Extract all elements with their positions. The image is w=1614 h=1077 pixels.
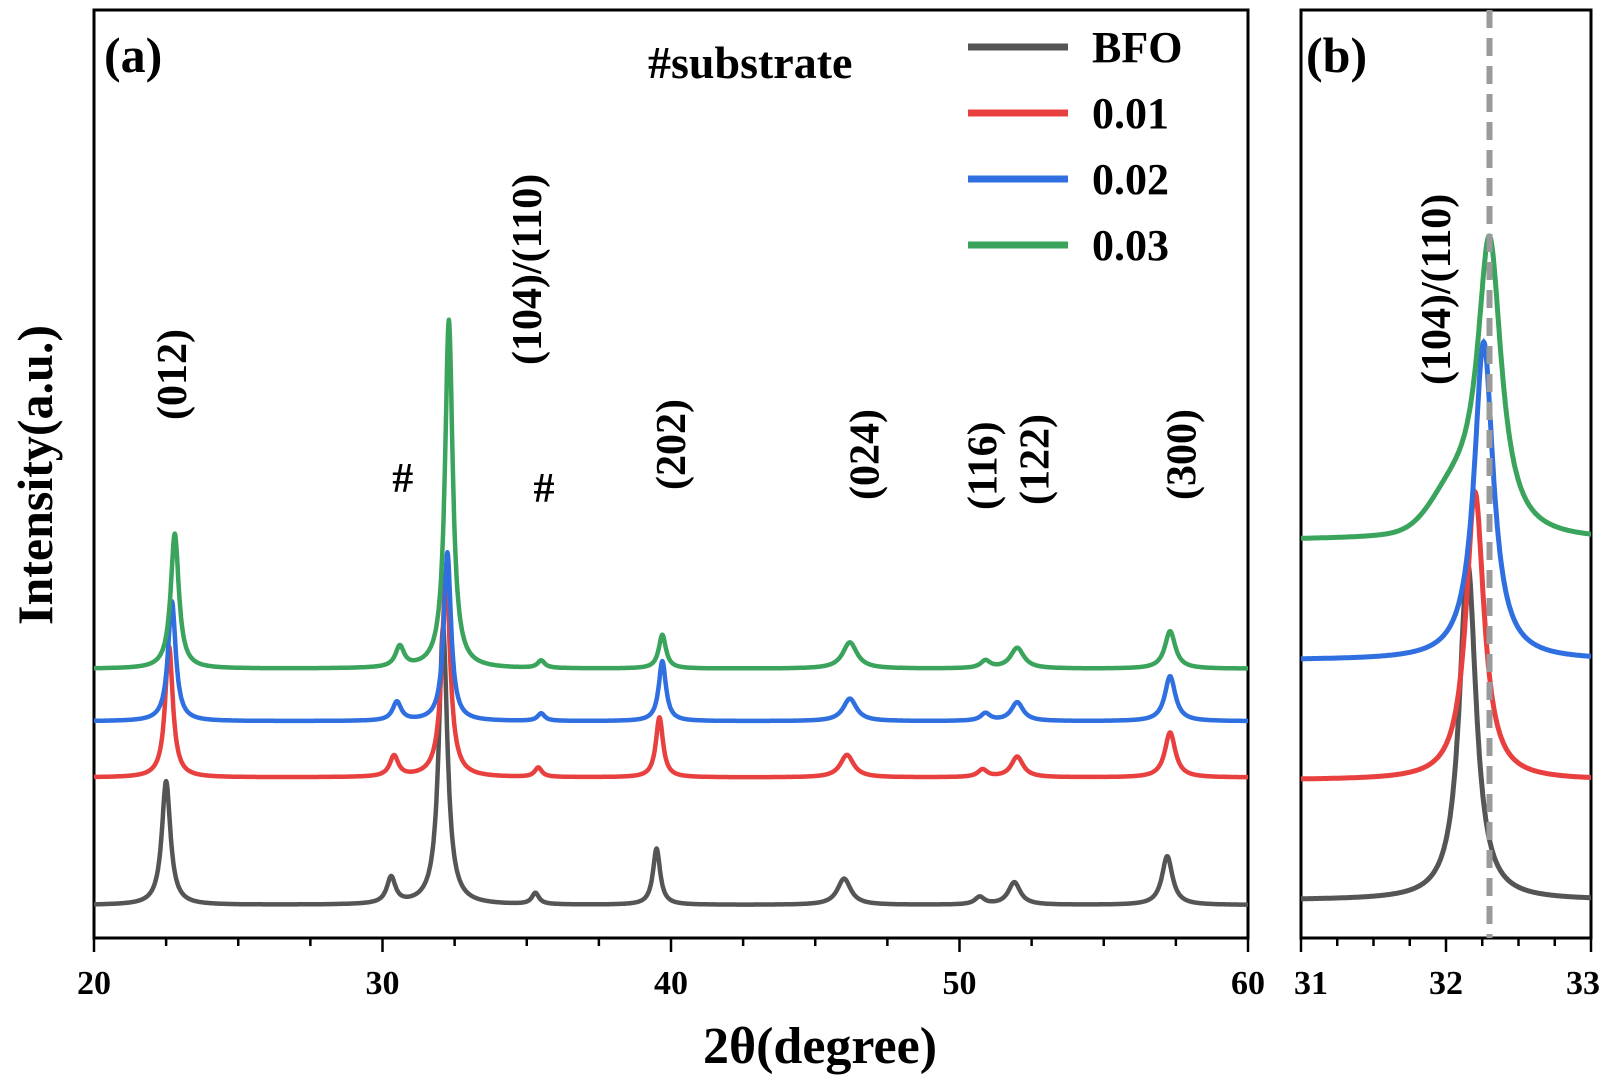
zoom-series-line-0-01 [1301, 488, 1591, 782]
peak-annotation: (116) [961, 421, 1007, 510]
panel-b-curves [1301, 10, 1591, 938]
panel-b-label: (b) [1306, 27, 1367, 83]
legend-label: 0.02 [1092, 155, 1169, 204]
substrate-note: #substrate [648, 37, 852, 88]
x-tick-label: 50 [943, 965, 977, 1002]
panel-b-annotations: (104)/(110) [1414, 194, 1460, 385]
zoom-x-tick-label: 33 [1566, 965, 1600, 1002]
legend-label: BFO [1092, 23, 1182, 72]
panel-a-ticks: 20 30 40 50 60 [77, 938, 1265, 1002]
zoom-series-line-BFO [1301, 558, 1591, 902]
series-line-0-03 [92, 317, 1250, 671]
zoom-series-line-0-02 [1301, 338, 1591, 662]
panel-a-curves [92, 317, 1250, 907]
legend: BFO 0.01 0.02 0.03 [968, 23, 1182, 270]
panel-a-label: (a) [104, 27, 162, 83]
peak-annotation: (012) [150, 329, 196, 420]
x-tick-label: 20 [77, 965, 111, 1002]
x-axis-label: 2θ(degree) [703, 1018, 937, 1075]
x-tick-label: 60 [1231, 965, 1265, 1002]
panel-b-ticks: 31 32 33 [1294, 938, 1600, 1002]
peak-annotation: (104)/(110) [505, 174, 551, 365]
zoom-peak-annotation: (104)/(110) [1414, 194, 1460, 385]
substrate-mark: # [534, 466, 555, 512]
peak-annotation: (122) [1013, 414, 1059, 505]
substrate-mark: # [392, 456, 413, 502]
legend-label: 0.03 [1092, 221, 1169, 270]
legend-label: 0.01 [1092, 89, 1169, 138]
peak-annotation: (202) [649, 399, 695, 490]
x-tick-label: 40 [654, 965, 688, 1002]
peak-annotation: (300) [1160, 409, 1206, 500]
y-axis-label: Intensity(a.u.) [7, 325, 63, 625]
zoom-series-line-0-03 [1301, 233, 1591, 541]
zoom-x-tick-label: 32 [1429, 965, 1463, 1002]
series-line-0-02 [92, 549, 1250, 724]
peak-annotation: (024) [842, 409, 888, 500]
zoom-x-tick-label: 31 [1294, 965, 1328, 1002]
x-tick-label: 30 [366, 965, 400, 1002]
series-line-0-01 [92, 568, 1250, 780]
series-line-BFO [92, 624, 1250, 907]
panel-a-annotations: (012) # (104)/(110) # (202) (024) (116) (122) (3… [150, 174, 1206, 512]
